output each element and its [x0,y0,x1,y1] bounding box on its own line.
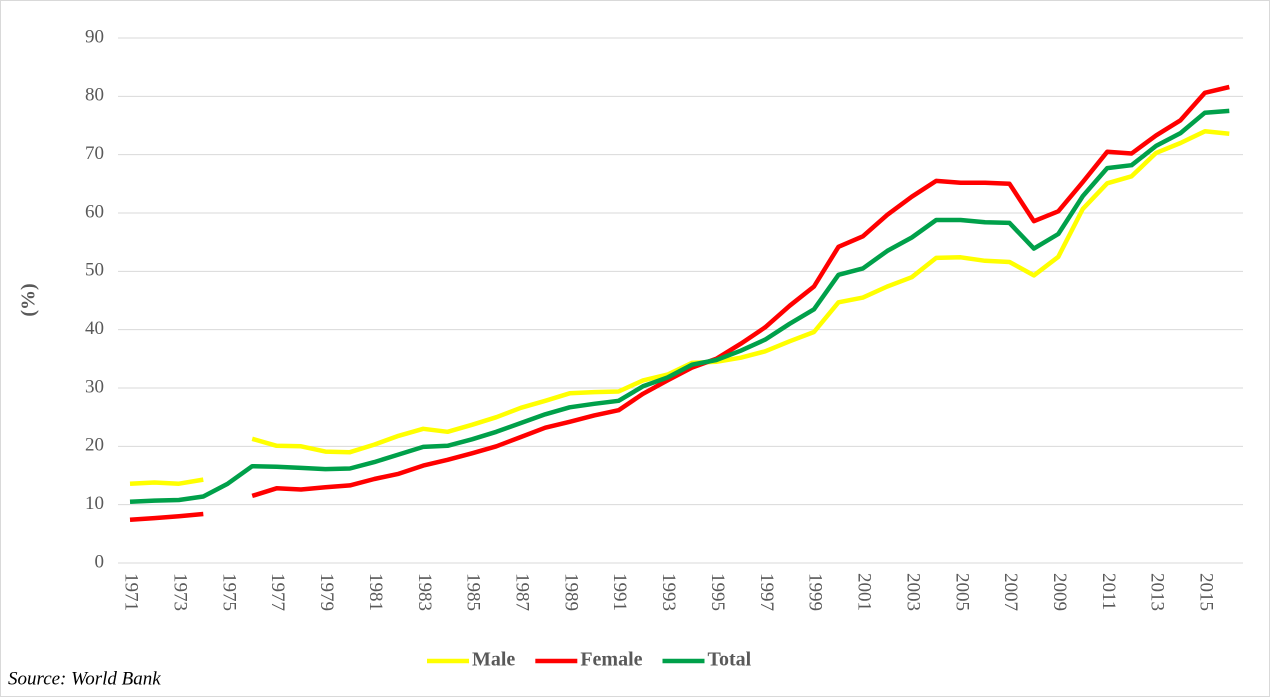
y-tick-label: 90 [85,26,104,47]
legend-label: Male [472,649,515,671]
y-tick-label: 30 [85,376,104,397]
x-tick-label: 2013 [1147,573,1168,611]
y-tick-label: 10 [85,493,104,514]
series-line [129,84,1230,523]
y-tick-label: 40 [85,318,104,339]
series-line [129,108,1230,505]
x-tick-label: 2001 [854,573,875,611]
x-tick-label: 2005 [951,573,972,611]
x-tick-label: 1991 [609,573,630,611]
y-axis-label: (%) [18,283,40,316]
x-tick-label: 1999 [805,573,826,611]
y-tick-label: 20 [85,435,104,456]
x-tick-label: 1985 [463,573,484,611]
y-tick-label: 50 [85,260,104,281]
x-tick-label: 2015 [1196,573,1217,611]
y-tick-label: 60 [85,201,104,222]
x-tick-label: 1989 [560,573,581,611]
x-tick-label: 1973 [170,573,191,611]
source: Source: World Bank [8,668,161,689]
x-tick-label: 1979 [316,573,337,611]
y-tick-label: 0 [95,551,105,572]
series-line [129,129,1230,486]
x-tick-label: 1981 [365,573,386,611]
x-tick-label: 1987 [512,573,533,611]
x-tick-label: 2011 [1098,573,1119,610]
x-tick-label: 2003 [902,573,923,611]
x-tick-label: 1993 [658,573,679,611]
x-tick-label: 2007 [1000,573,1021,611]
x-tick-label: 1997 [756,573,777,611]
y-tick-label: 70 [85,143,104,164]
legend-label: Female [580,649,642,671]
x-tick-label: 1995 [707,573,728,611]
x-tick-label: 1977 [267,573,288,611]
x-tick-label: 1971 [121,573,142,611]
y-tick-label: 80 [85,85,104,106]
x-tick-label: 1983 [414,573,435,611]
x-tick-label: 1975 [218,573,239,611]
x-tick-label: 2009 [1049,573,1070,611]
legend-label: Total [708,649,752,671]
